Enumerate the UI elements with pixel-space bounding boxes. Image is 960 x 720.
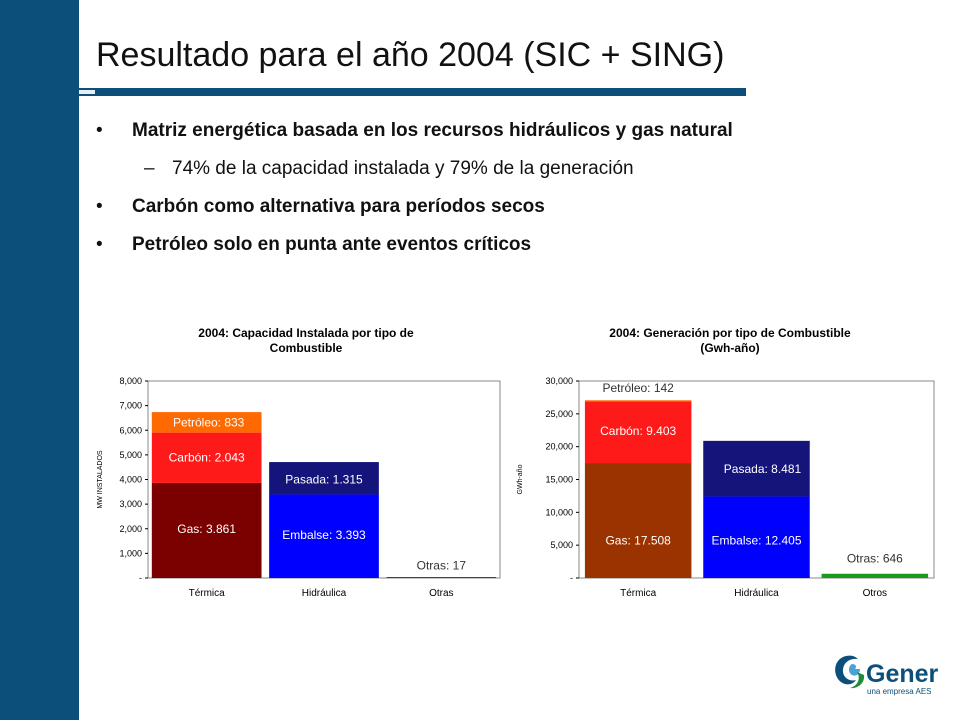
bar-segment-otros xyxy=(821,573,929,578)
y-tick-label: 7,000 xyxy=(119,401,142,411)
x-tick-label: Térmica xyxy=(620,588,657,599)
bullet-item: • Matriz energética basada en los recurs… xyxy=(96,112,916,150)
bar-segment-embalse xyxy=(703,496,810,578)
chart-title-line: 2004: Capacidad Instalada por tipo de xyxy=(198,326,414,340)
y-tick-label: 5,000 xyxy=(550,540,573,550)
bar-segment-petróleo xyxy=(151,412,262,433)
y-axis-label: MW INSTALADOS xyxy=(97,450,104,509)
y-tick-label: 2,000 xyxy=(119,524,142,534)
generation-chart: 2004: Generación por tipo de Combustible… xyxy=(510,318,950,618)
x-tick-label: Hidráulica xyxy=(734,588,779,599)
logo-tagline: una empresa AES xyxy=(867,687,931,696)
gener-logo-mark: Gener una empresa AES xyxy=(835,655,939,696)
y-tick-label: 15,000 xyxy=(545,475,573,485)
x-tick-label: Otros xyxy=(863,588,887,599)
x-tick-label: Térmica xyxy=(189,588,226,599)
bar-segment-carbón xyxy=(584,401,692,464)
title-underline-accent xyxy=(79,90,95,94)
y-axis-label: GWh-año xyxy=(517,464,524,494)
gener-logo: Gener una empresa AES xyxy=(830,648,942,704)
data-label: Pasada: 1.315 xyxy=(285,473,363,487)
capacity-chart: 2004: Capacidad Instalada por tipo de Com… xyxy=(86,318,516,618)
y-tick-label: 6,000 xyxy=(119,425,142,435)
data-label: Otras: 646 xyxy=(847,551,903,565)
bar-segment-carbón xyxy=(151,432,262,483)
data-label: Gas: 17.508 xyxy=(605,534,671,548)
data-label: Gas: 3.861 xyxy=(177,522,236,536)
bullet-text: Carbón como alternativa para períodos se… xyxy=(132,196,545,217)
y-tick-label: 1,000 xyxy=(119,548,142,558)
bullet-marker: • xyxy=(96,196,103,217)
slide-title: Resultado para el año 2004 (SIC + SING) xyxy=(96,36,725,74)
left-sidebar-band xyxy=(0,0,79,720)
bullet-marker: • xyxy=(96,120,103,141)
data-label: Carbón: 9.403 xyxy=(600,424,676,438)
bar-segment-petróleo xyxy=(584,400,692,402)
data-label: Carbón: 2.043 xyxy=(169,450,245,464)
bullet-marker: • xyxy=(96,234,103,255)
bullet-list: • Matriz energética basada en los recurs… xyxy=(96,112,916,264)
bar-segment-gas xyxy=(151,482,262,578)
bar-segment-pasada xyxy=(703,440,810,497)
bar-segment-gas xyxy=(584,463,692,578)
data-label: Pasada: 8.481 xyxy=(724,462,802,476)
bar-segment-pasada xyxy=(269,462,379,495)
bullet-text: Petróleo solo en punta ante eventos crít… xyxy=(132,234,532,255)
bullet-item: • Petróleo solo en punta ante eventos cr… xyxy=(96,226,916,264)
x-tick-label: Hidráulica xyxy=(302,588,347,599)
data-label: Petróleo: 142 xyxy=(602,381,674,395)
y-tick-label: 3,000 xyxy=(119,499,142,509)
capacity-chart-svg: 2004: Capacidad Instalada por tipo deCom… xyxy=(97,326,501,599)
data-label: Otras: 17 xyxy=(417,559,467,573)
bullet-text: 74% de la capacidad instalada y 79% de l… xyxy=(172,158,634,179)
chart-title-line: Combustible xyxy=(270,341,343,355)
chart-title-line: (Gwh-año) xyxy=(700,341,759,355)
y-tick-label: - xyxy=(139,573,142,583)
data-label: Embalse: 12.405 xyxy=(711,534,801,548)
data-label: Petróleo: 833 xyxy=(173,415,245,429)
y-tick-label: 30,000 xyxy=(545,376,573,386)
data-label: Embalse: 3.393 xyxy=(282,528,366,542)
y-tick-label: 8,000 xyxy=(119,376,142,386)
bullet-text: Matriz energética basada en los recursos… xyxy=(132,120,733,141)
bullet-item: • Carbón como alternativa para períodos … xyxy=(96,188,916,226)
x-tick-label: Otras xyxy=(429,588,453,599)
chart-title-line: 2004: Generación por tipo de Combustible xyxy=(609,326,851,340)
logo-wordmark: Gener xyxy=(866,660,939,688)
title-underline xyxy=(79,88,746,96)
y-tick-label: 4,000 xyxy=(119,475,142,485)
sub-bullet-item: – 74% de la capacidad instalada y 79% de… xyxy=(96,150,916,188)
y-tick-label: 10,000 xyxy=(545,507,573,517)
y-tick-label: 5,000 xyxy=(119,450,142,460)
y-tick-label: - xyxy=(570,573,573,583)
generation-chart-svg: 2004: Generación por tipo de Combustible… xyxy=(517,326,935,599)
bar-segment-embalse xyxy=(269,494,379,578)
bullet-marker: – xyxy=(144,158,155,179)
bar-segment-otras xyxy=(386,577,497,578)
y-tick-label: 25,000 xyxy=(545,409,573,419)
y-tick-label: 20,000 xyxy=(545,442,573,452)
